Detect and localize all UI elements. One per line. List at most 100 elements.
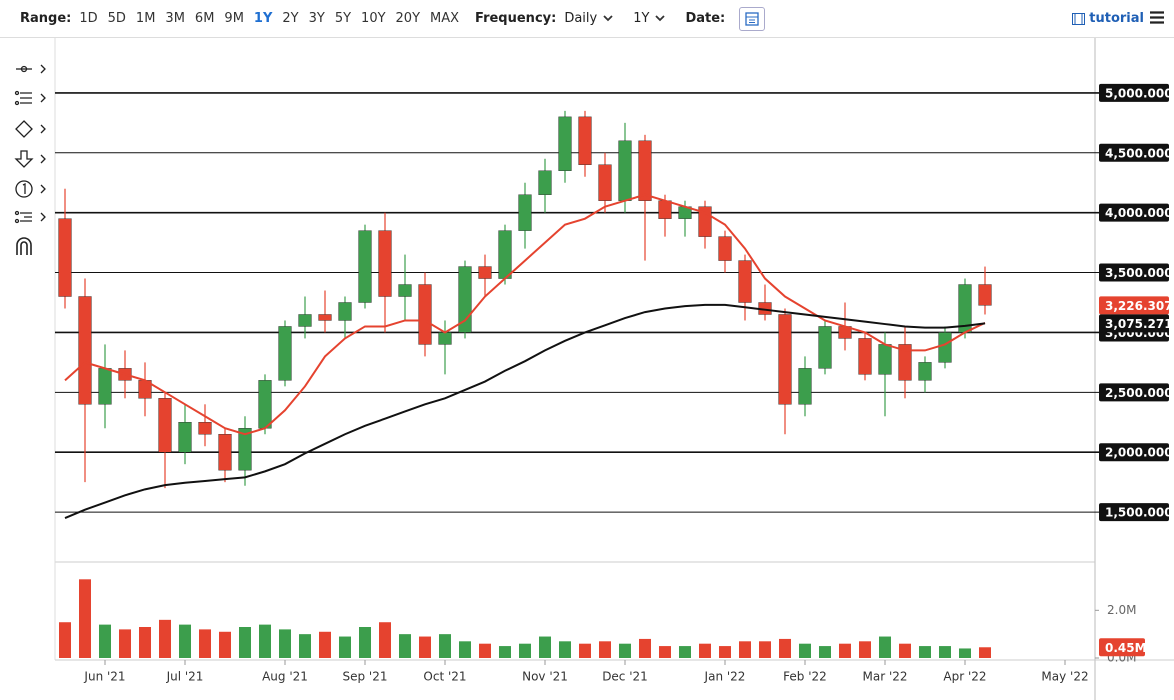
volume-bar <box>299 634 311 658</box>
range-button[interactable]: 3M <box>165 11 185 26</box>
x-tick-label: Nov '21 <box>522 670 568 684</box>
range-button[interactable]: 9M <box>224 11 244 26</box>
volume-bar <box>419 636 431 658</box>
tool-annotation[interactable] <box>15 180 46 198</box>
toolbar: Range: 1D 5D 1M 3M 6M 9M 1Y 2Y 3Y 5Y 10Y… <box>0 0 1174 38</box>
candle-body <box>98 368 112 405</box>
tutorial-icon <box>1072 12 1086 25</box>
candle-body <box>398 284 412 297</box>
range-button[interactable]: 20Y <box>395 11 421 26</box>
volume-bar <box>719 646 731 658</box>
volume-bar <box>799 643 811 658</box>
frequency-select[interactable]: Daily <box>564 11 598 26</box>
volume-bar <box>679 646 691 658</box>
candle-body <box>558 116 572 171</box>
tool-line[interactable] <box>16 64 46 74</box>
chevron[interactable] <box>603 15 613 22</box>
candle-body <box>278 326 292 381</box>
x-tick-label: Mar '22 <box>862 670 907 684</box>
candle-body <box>218 434 232 471</box>
candle-body <box>498 230 512 279</box>
price-marker <box>1099 314 1169 333</box>
volume-bar <box>319 631 331 658</box>
volume-bar <box>859 641 871 658</box>
range-button[interactable]: 1M <box>135 11 156 26</box>
range-button[interactable]: 10Y <box>361 11 386 26</box>
volume-bar <box>439 634 451 658</box>
range-button[interactable]: 1Y <box>253 11 273 26</box>
volume-bar <box>779 638 791 658</box>
volume-bar <box>539 636 551 658</box>
y-tick-box <box>1099 203 1169 222</box>
menu-button[interactable] <box>1150 11 1164 24</box>
x-tick-label: Feb '22 <box>783 670 827 684</box>
volume-bar <box>699 643 711 658</box>
candle-body <box>778 314 792 405</box>
range-button[interactable]: 6M <box>194 11 215 26</box>
range-button[interactable]: MAX <box>430 11 460 26</box>
tool-arrow[interactable] <box>14 150 46 168</box>
tool-pattern[interactable] <box>14 210 46 224</box>
volume-bar <box>159 619 171 658</box>
candle-body <box>798 368 812 405</box>
range-button[interactable]: 5Y <box>334 11 352 26</box>
candle-body <box>158 398 172 453</box>
chart: 1,500.0002,000.0002,500.0003,000.0003,50… <box>54 38 1174 700</box>
volume-bar <box>979 647 991 658</box>
price-marker <box>1099 296 1169 315</box>
volume-bar <box>219 631 231 658</box>
volume-bar <box>239 627 251 658</box>
volume-bar <box>139 627 151 658</box>
volume-tick-label: 2.0M <box>1107 603 1136 617</box>
volume-bar <box>879 636 891 658</box>
candle-body <box>378 230 392 297</box>
volume-bar <box>619 643 631 658</box>
candle-body <box>738 260 752 303</box>
tool-fib[interactable] <box>14 90 46 106</box>
x-tick-label: Jun '21 <box>83 670 125 684</box>
tool-shape[interactable] <box>15 120 46 138</box>
candle-body <box>538 170 552 195</box>
range-button[interactable]: 5D <box>107 11 126 26</box>
volume-bar <box>759 641 771 658</box>
y-tick-label: 5,000.000 <box>1105 86 1173 100</box>
candle-body <box>258 380 272 429</box>
candle-body <box>658 200 672 219</box>
candle-body <box>718 236 732 261</box>
range-button[interactable]: 2Y <box>282 11 299 26</box>
volume-bar <box>339 636 351 658</box>
x-tick-label: Apr '22 <box>943 670 986 684</box>
frequency-label: Frequency: <box>475 11 557 26</box>
x-tick-label: Sep '21 <box>343 670 388 684</box>
volume-bar <box>399 634 411 658</box>
volume-bar <box>79 579 91 658</box>
calendar-button[interactable] <box>739 6 766 31</box>
candle-body <box>58 218 72 297</box>
candle-body <box>358 230 372 303</box>
y-tick-label: 4,500.000 <box>1105 146 1173 160</box>
x-tick-label: Dec '21 <box>602 670 648 684</box>
range-button[interactable]: 3Y <box>308 11 325 26</box>
period-select[interactable]: 1Y <box>633 11 650 26</box>
candle-body <box>578 116 592 165</box>
y-tick-label: 2,000.000 <box>1105 446 1173 460</box>
tutorial-link[interactable]: tutorial <box>1072 11 1144 26</box>
volume-bar <box>939 646 951 658</box>
candle-body <box>298 314 312 327</box>
volume-bar <box>959 648 971 658</box>
volume-bar <box>919 646 931 658</box>
chevron[interactable] <box>655 15 666 22</box>
volume-bar <box>819 646 831 658</box>
x-tick-label: Oct '21 <box>423 670 466 684</box>
tool-magnet[interactable] <box>16 237 32 255</box>
candle-body <box>898 344 912 381</box>
volume-bar <box>259 624 271 658</box>
moving-average <box>64 193 986 436</box>
range-button[interactable]: 1D <box>79 11 98 26</box>
volume-marker <box>1099 638 1145 657</box>
volume-bar <box>659 646 671 658</box>
candle-body <box>518 194 532 231</box>
volume-bar <box>479 643 491 658</box>
volume-bar <box>459 641 471 658</box>
